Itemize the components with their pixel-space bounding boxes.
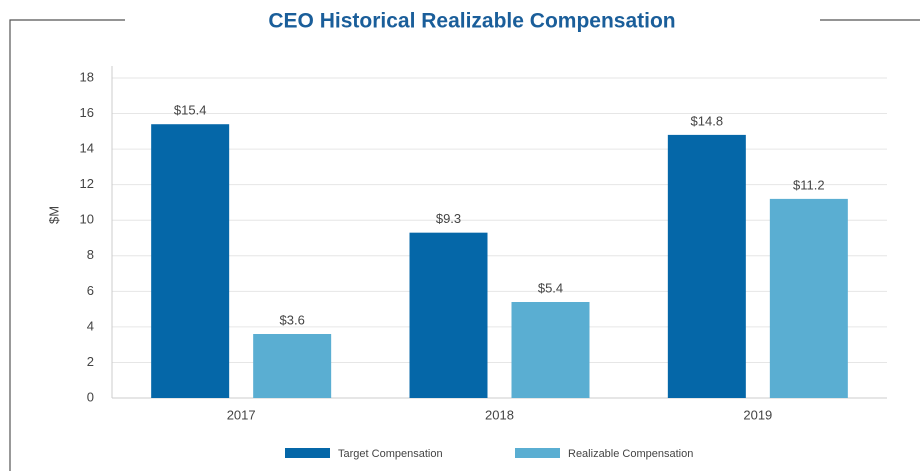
bar <box>511 302 590 398</box>
value-label: $3.6 <box>280 312 305 327</box>
y-tick-label: 8 <box>87 247 94 262</box>
bar <box>253 334 332 398</box>
y-tick-label: 12 <box>80 176 94 191</box>
y-tick-label: 14 <box>80 141 94 156</box>
bar <box>409 232 488 398</box>
y-tick-label: 2 <box>87 354 94 369</box>
x-tick-label: 2018 <box>485 407 514 422</box>
frame-left <box>9 19 125 471</box>
x-tick-label: 2017 <box>227 407 256 422</box>
bar <box>151 124 230 398</box>
y-tick-label: 10 <box>80 212 94 227</box>
y-tick-label: 0 <box>87 389 94 404</box>
value-label: $9.3 <box>436 211 461 226</box>
x-tick-label: 2019 <box>743 407 772 422</box>
value-label: $5.4 <box>538 280 563 295</box>
legend-swatch <box>285 448 330 458</box>
value-label: $15.4 <box>174 103 207 118</box>
y-tick-label: 16 <box>80 105 94 120</box>
y-tick-label: 18 <box>80 69 94 84</box>
value-label: $14.8 <box>691 113 724 128</box>
value-label: $11.2 <box>793 177 825 192</box>
legend-swatch <box>515 448 560 458</box>
bar <box>667 134 746 398</box>
y-axis-label: $M <box>46 206 61 224</box>
y-tick-label: 4 <box>87 318 94 333</box>
y-tick-label: 6 <box>87 283 94 298</box>
legend-label: Target Compensation <box>338 448 443 460</box>
legend-label: Realizable Compensation <box>568 448 693 460</box>
bar <box>769 198 848 398</box>
chart-title: CEO Historical Realizable Compensation <box>268 10 675 33</box>
